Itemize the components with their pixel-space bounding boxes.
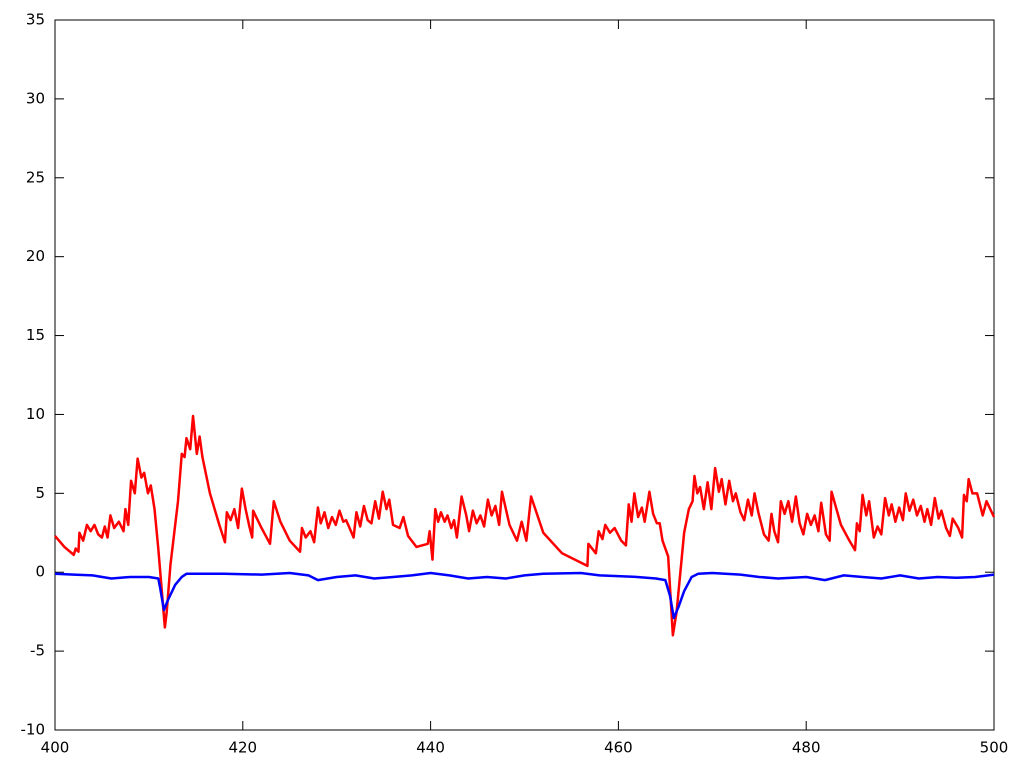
y-tick-label: 5 [35,484,45,502]
x-tick-label: 500 [980,739,1009,757]
x-tick-label: 480 [792,739,821,757]
y-tick-label: 10 [26,405,45,423]
y-tick-label: 15 [26,326,45,344]
x-tick-label: 440 [416,739,445,757]
y-tick-label: 0 [35,563,45,581]
y-tick-label: 35 [26,11,45,29]
data-line [54,414,996,637]
plot-border [54,19,995,731]
x-tick-label: 420 [228,739,257,757]
y-tick-label: -5 [30,642,45,660]
x-tick-label: 400 [41,739,70,757]
y-tick-label: 20 [26,247,45,265]
x-tick-label: 460 [604,739,633,757]
y-tick-label: -10 [21,721,46,739]
y-tick-label: 30 [26,89,45,107]
y-tick-label: 25 [26,168,45,186]
data-line [54,571,995,620]
